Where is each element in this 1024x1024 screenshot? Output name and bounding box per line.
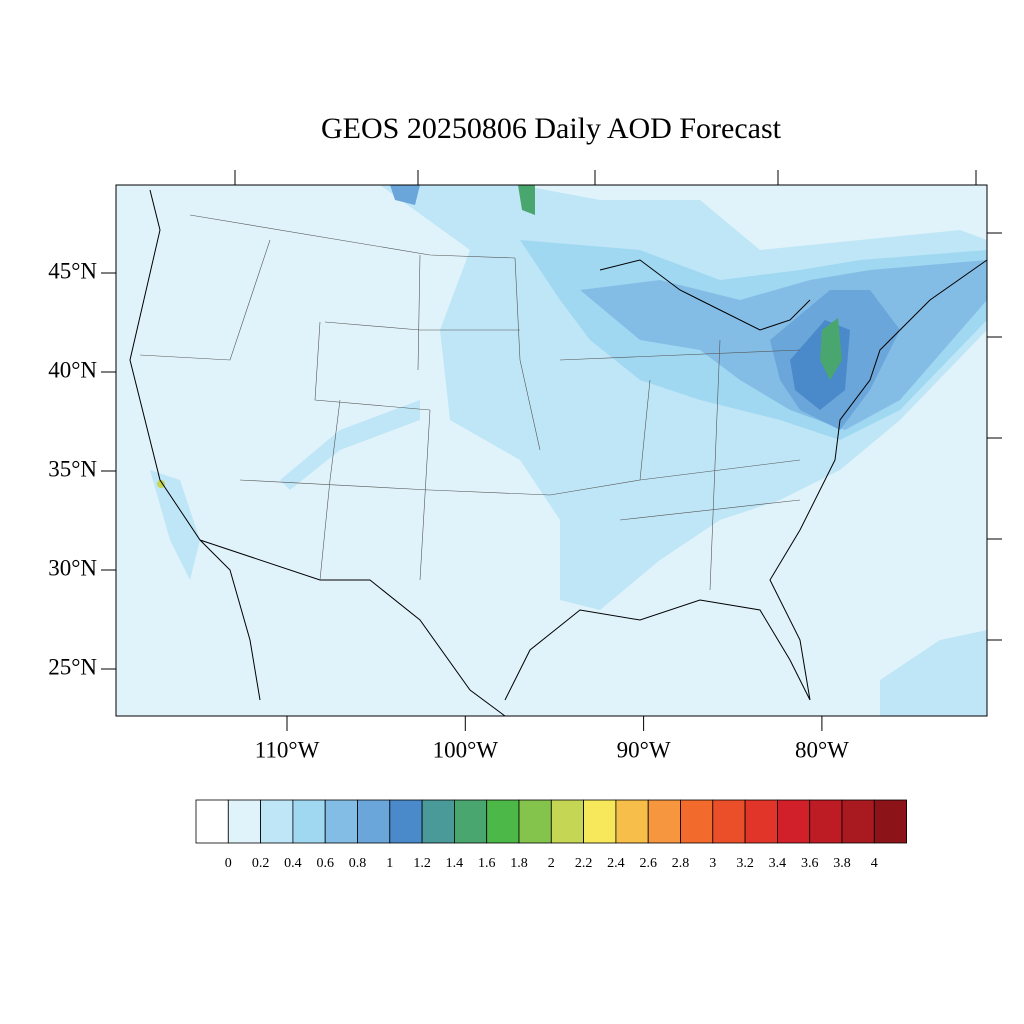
colorbar-label: 1.2 (413, 856, 431, 871)
aod-region (150, 470, 200, 580)
colorbar-box (680, 799, 714, 844)
colorbar-box (809, 799, 843, 844)
colorbar-label: 2.8 (672, 856, 690, 871)
lat-label: 30°N (48, 555, 97, 580)
colorbar-label: 1.6 (478, 856, 496, 871)
lon-label: 90°W (617, 737, 671, 762)
colorbar-label: 2.6 (639, 856, 657, 871)
aod-region (518, 185, 535, 215)
colorbar-label: 1.8 (510, 856, 528, 871)
lat-label: 25°N (48, 654, 97, 679)
colorbar-box (841, 799, 875, 844)
map-panel (115, 170, 1002, 717)
aod-region (820, 318, 842, 380)
colorbar-box (227, 799, 262, 844)
aod-region (880, 630, 987, 716)
lon-label: 80°W (795, 737, 849, 762)
lon-label: 110°W (255, 737, 320, 762)
colorbar-box (712, 799, 746, 844)
colorbar-label: 2.2 (575, 856, 593, 871)
colorbar-label: 1.4 (446, 856, 464, 871)
colorbar-label: 4 (871, 856, 878, 871)
colorbar-label: 0.4 (284, 856, 302, 871)
aod-region (280, 400, 420, 490)
colorbar-label: 2 (548, 856, 555, 871)
coastline (129, 189, 988, 717)
aod-region (390, 185, 420, 205)
colorbar-box (292, 799, 326, 844)
colorbar-box (647, 799, 681, 844)
colorbar-box (518, 799, 552, 844)
lat-label: 40°N (48, 357, 97, 382)
colorbar-label: 2.4 (607, 856, 625, 871)
colorbar-box (744, 799, 778, 844)
colorbar-box (260, 799, 294, 844)
colorbar-label: 0.8 (349, 856, 367, 871)
colorbar-box (550, 799, 584, 844)
colorbar-box (195, 799, 229, 844)
colorbar-label: 0.6 (316, 856, 334, 871)
colorbar-box (486, 799, 520, 844)
colorbar-box (357, 799, 391, 844)
frame-ticks (234, 170, 1002, 641)
state-borders (139, 214, 801, 591)
colorbar-box (583, 799, 617, 844)
colorbar-label: 0.2 (252, 856, 270, 871)
map-frame (115, 184, 988, 717)
colorbar-label: 1 (386, 856, 393, 871)
colorbar-label: 0 (225, 856, 232, 871)
colorbar-box (324, 799, 358, 844)
colorbar-label: 3.8 (833, 856, 851, 871)
aod-hotspot (157, 480, 165, 488)
map-title: GEOS 20250806 Daily AOD Forecast (321, 112, 782, 145)
colorbar-label: 3.2 (736, 856, 754, 871)
lat-label: 45°N (48, 258, 97, 283)
colorbar-box (873, 799, 907, 844)
lat-label: 35°N (48, 456, 97, 481)
colorbar-box (777, 799, 811, 844)
colorbar-box (615, 799, 649, 844)
colorbar-box (389, 799, 423, 844)
colorbar-label: 3.6 (801, 856, 819, 871)
colorbar-box (421, 799, 455, 844)
lon-label: 100°W (433, 737, 499, 762)
colorbar-label: 3 (709, 856, 716, 871)
colorbar-box (453, 799, 488, 844)
colorbar-label: 3.4 (769, 856, 787, 871)
